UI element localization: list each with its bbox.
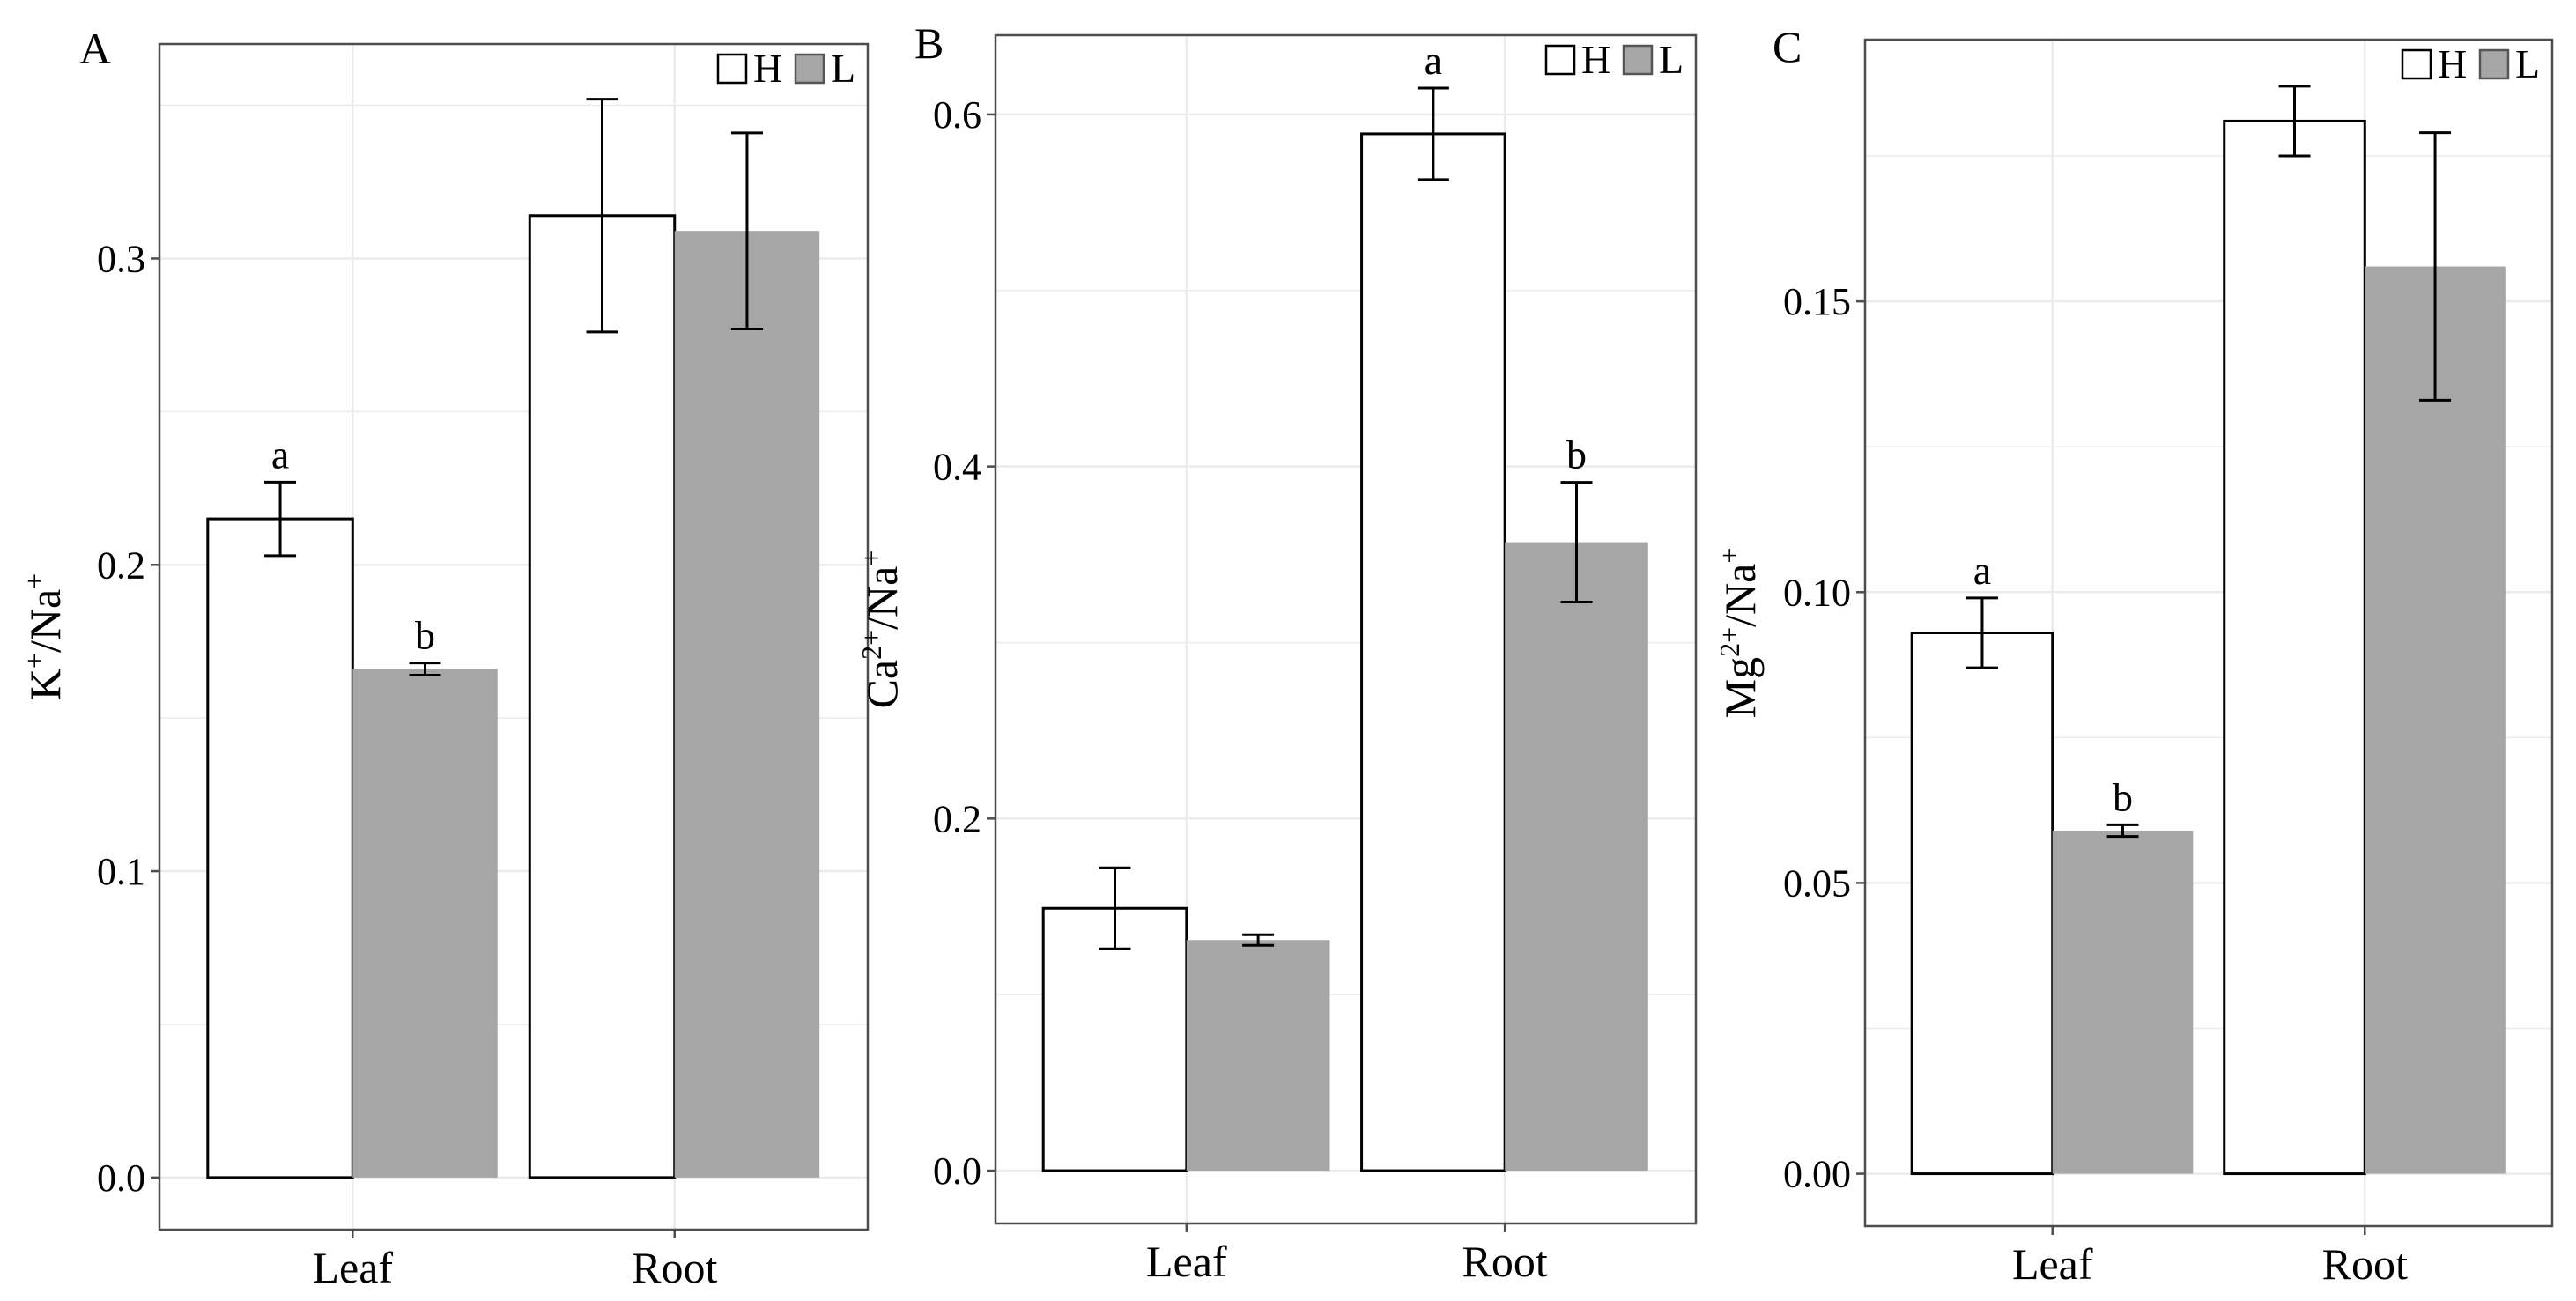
y-axis-label-part: /	[20, 640, 70, 653]
legend-key-H	[2401, 48, 2432, 80]
y-tick-label: 0.6	[933, 93, 981, 137]
y-axis-label-superscript: +	[855, 551, 887, 566]
y-axis-label-part: Na	[857, 566, 907, 617]
bar-L-leaf	[1186, 940, 1330, 1172]
y-tick-label: 0.3	[97, 237, 145, 280]
significance-letter: b	[1566, 432, 1587, 477]
panel-label: C	[1773, 22, 1802, 71]
significance-letter: a	[1973, 548, 1991, 593]
y-axis-label-part: /	[1715, 615, 1765, 627]
x-tick-label: Root	[1462, 1237, 1548, 1286]
bar-H-root	[528, 214, 677, 1179]
y-axis-label-superscript: +	[19, 573, 50, 589]
bar-H-root	[2223, 119, 2366, 1176]
y-axis-label-superscript: +	[1714, 548, 1745, 564]
panel-label: B	[914, 18, 944, 68]
legend-key-L	[2478, 48, 2510, 80]
bar-H-leaf	[206, 517, 354, 1179]
legend-label-L: L	[831, 46, 855, 91]
y-tick-label: 0.05	[1783, 861, 1851, 905]
x-tick-label: Root	[632, 1243, 717, 1292]
y-tick-label: 0.0	[97, 1157, 145, 1200]
y-axis-label-part: K	[20, 669, 70, 700]
y-tick-label: 0.0	[933, 1149, 981, 1193]
panel-border	[1863, 38, 2554, 1228]
bar-L-leaf	[352, 669, 498, 1178]
panel-C: a b 0.00 0.05 0.10 0.15 Leaf Root C Mg2+/Na+ H L	[1714, 22, 2554, 1289]
y-axis-label-part: /	[857, 617, 907, 630]
y-tick-label: 0.2	[97, 543, 145, 587]
y-axis-label-part: Na	[1715, 564, 1765, 615]
y-axis-label-part: Na	[20, 589, 70, 640]
legend-label-H: H	[753, 46, 782, 91]
panel-border	[158, 42, 870, 1231]
significance-letter: a	[271, 432, 289, 477]
y-axis-label: Mg2+/Na+	[1714, 548, 1765, 719]
x-tick-label: Leaf	[312, 1243, 393, 1292]
legend-key-H	[1544, 44, 1576, 76]
y-axis-label: Ca2+/Na+	[855, 551, 907, 709]
x-tick-label: Leaf	[2012, 1239, 2093, 1289]
y-axis-label-part: Ca	[857, 660, 907, 709]
bar-L-root	[674, 231, 820, 1178]
y-axis-label-part: Mg	[1715, 657, 1765, 718]
bar-L-leaf	[2052, 831, 2194, 1174]
legend-key-L	[794, 53, 825, 85]
panel-label: A	[79, 24, 111, 73]
panel-B: a b 0.0 0.2 0.4 0.6 Leaf Root B Ca2+/Na+ H L	[855, 18, 1698, 1286]
significance-letter: b	[415, 613, 435, 658]
bar-L-root	[2365, 266, 2506, 1174]
y-tick-label: 0.1	[97, 850, 145, 893]
significance-letter: b	[2113, 774, 2133, 819]
y-axis-label-superscript: +	[19, 653, 50, 669]
legend-label-L: L	[2515, 41, 2540, 86]
y-axis-label-superscript: 2+	[855, 630, 887, 660]
x-tick-label: Root	[2322, 1239, 2408, 1289]
y-tick-label: 0.00	[1783, 1153, 1851, 1196]
legend-label-H: H	[2438, 41, 2467, 86]
bar-L-root	[1505, 542, 1648, 1172]
y-axis-label: K+/Na+	[19, 573, 70, 700]
legend-key-L	[1622, 44, 1654, 76]
significance-letter: a	[1425, 38, 1442, 83]
bar-H-root	[1360, 132, 1506, 1172]
bar-H-leaf	[1910, 632, 2054, 1176]
x-tick-label: Leaf	[1146, 1237, 1227, 1286]
legend-label-H: H	[1581, 37, 1610, 82]
y-tick-label: 0.10	[1783, 571, 1851, 614]
y-tick-label: 0.2	[933, 797, 981, 840]
panel-border	[994, 33, 1698, 1225]
legend-label-L: L	[1659, 37, 1684, 82]
y-axis-label-superscript: 2+	[1714, 627, 1745, 657]
legend-key-H	[716, 53, 748, 85]
y-tick-label: 0.15	[1783, 280, 1851, 323]
y-tick-label: 0.4	[933, 446, 981, 489]
